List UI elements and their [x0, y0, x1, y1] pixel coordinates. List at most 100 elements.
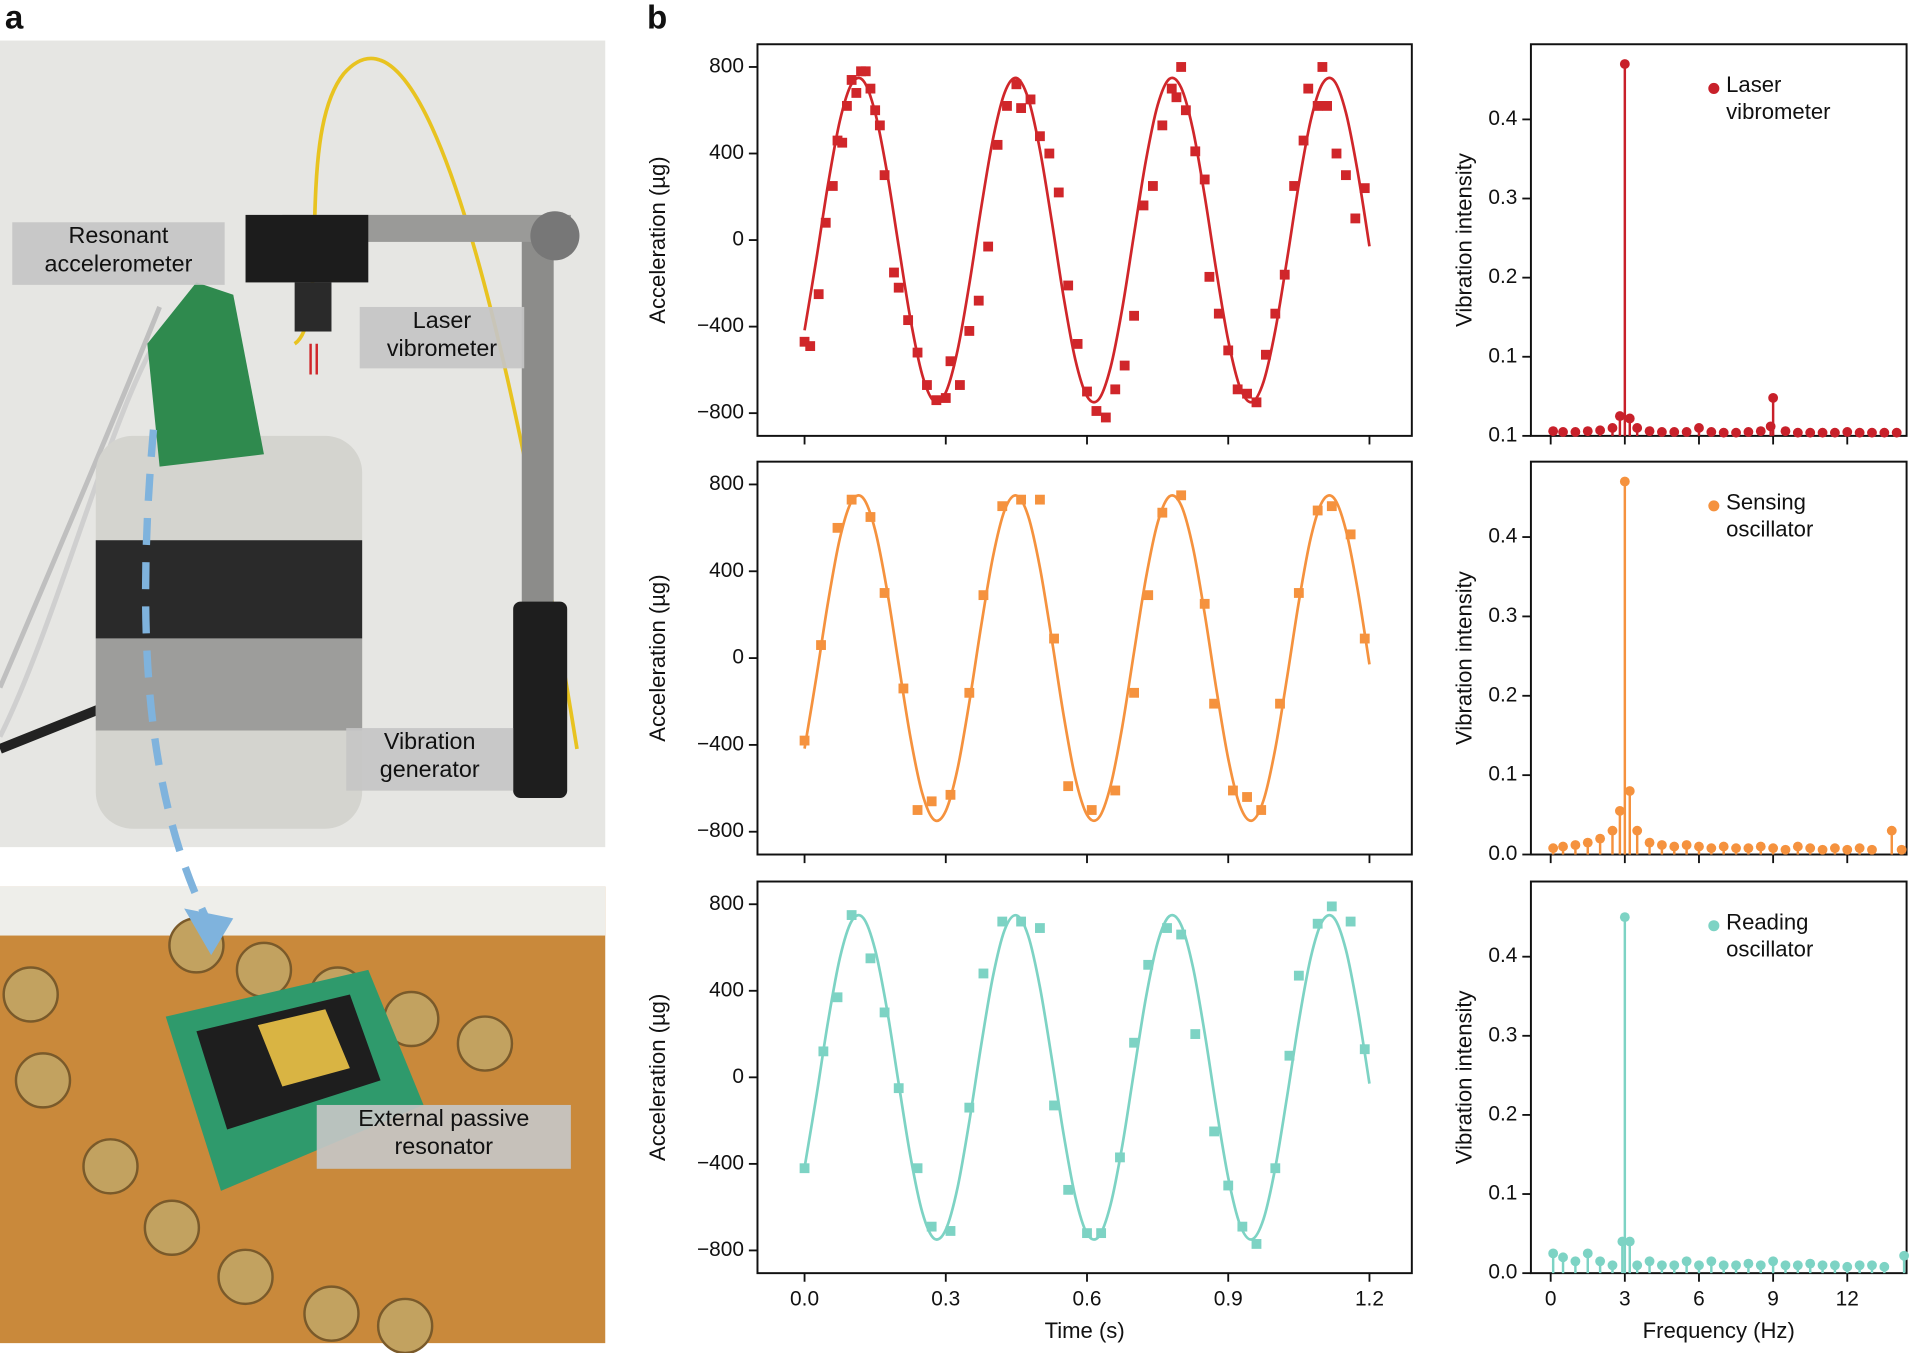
stem-marker — [1842, 427, 1853, 437]
stem-marker — [1632, 423, 1643, 433]
data-point — [846, 75, 857, 85]
data-point — [978, 968, 989, 979]
y-tick-label: 800 — [709, 54, 744, 77]
stem-marker — [1743, 843, 1754, 854]
data-point — [865, 953, 876, 964]
chart: −800 −400 0 400 800 Acceleration (µg) — [645, 460, 1413, 864]
data-point — [1232, 384, 1243, 395]
data-point — [1129, 687, 1139, 698]
stem-marker — [1768, 392, 1779, 403]
data-point — [1312, 918, 1323, 929]
data-point — [1204, 271, 1215, 282]
stem-marker — [1768, 1256, 1779, 1267]
stem-marker — [1867, 1260, 1877, 1271]
x-tick-label: 0.0 — [790, 1288, 819, 1311]
stem-marker — [1607, 423, 1618, 433]
y-tick-label: −800 — [697, 819, 744, 842]
vibration-arrow — [309, 343, 318, 375]
stem-marker — [1854, 1260, 1865, 1271]
stem-marker — [1805, 1258, 1816, 1269]
vibrometer-head — [245, 214, 369, 283]
stem-marker — [1632, 1260, 1643, 1271]
label-box — [12, 222, 225, 285]
stem-marker — [1867, 844, 1877, 855]
y-tick-label: 0.2 — [1488, 683, 1517, 706]
data-point — [912, 1163, 923, 1174]
data-point — [1190, 1029, 1201, 1039]
chip-lid — [257, 1009, 350, 1087]
stem-marker — [1570, 1256, 1581, 1267]
data-point — [1303, 83, 1314, 94]
stand-pole — [521, 227, 554, 621]
y-tick-label: 0.2 — [1488, 265, 1517, 288]
data-point — [1157, 120, 1168, 131]
data-point — [846, 910, 857, 920]
fit-line — [803, 76, 1371, 404]
data-point — [1209, 698, 1220, 709]
stem-marker — [1558, 841, 1568, 852]
stem-marker — [1644, 837, 1655, 848]
stem-marker — [1619, 912, 1630, 923]
data-point — [964, 326, 975, 336]
x-tick-label: 9 — [1767, 1288, 1779, 1311]
stem-marker — [1854, 427, 1865, 438]
stem-marker — [1842, 1261, 1853, 1272]
legend-label: Sensing oscillator — [1726, 489, 1814, 542]
data-point — [1223, 345, 1234, 356]
y-axis-label: Vibration intensity — [1452, 571, 1477, 745]
stem-marker — [1669, 1260, 1680, 1271]
x-tick-label: 0.3 — [931, 1288, 960, 1311]
chart: 0.0 0.1 0.2 0.3 0.4 Vibration intensity Sensin… — [1452, 460, 1908, 865]
data-point — [832, 522, 843, 533]
accelerometer-board — [147, 282, 264, 467]
legend-marker — [1708, 920, 1720, 932]
y-tick-label: 0.3 — [1488, 604, 1517, 627]
stem-marker — [1817, 427, 1828, 438]
stem-marker — [1780, 1260, 1791, 1271]
y-tick-label: 0.1 — [1488, 763, 1517, 786]
data-point — [978, 590, 989, 601]
data-point — [1322, 101, 1333, 111]
connector — [143, 1199, 201, 1256]
data-point — [997, 501, 1008, 512]
data-point — [922, 380, 932, 390]
arrow-head — [184, 908, 234, 956]
data-point — [1228, 785, 1238, 796]
stem-marker — [1792, 1260, 1803, 1271]
data-point — [945, 1226, 956, 1236]
stem-marker — [1656, 1260, 1667, 1271]
legend-label: Laser vibrometer — [1726, 72, 1831, 125]
data-point — [1289, 181, 1300, 191]
data-point — [1326, 501, 1337, 512]
stem-marker — [1558, 1252, 1568, 1263]
y-axis-label: Acceleration (µg) — [645, 574, 670, 741]
chart: 0.1 0.1 0.2 0.3 0.4 Vibration intensity Laser … — [1452, 43, 1908, 446]
stem-marker — [1624, 1236, 1635, 1247]
stem-marker — [1632, 825, 1643, 836]
data-point — [1157, 507, 1168, 518]
data-point — [983, 241, 994, 252]
data-point — [1350, 213, 1361, 224]
y-tick-label: 0.0 — [1488, 842, 1517, 865]
data-point — [820, 217, 831, 228]
data-point — [1035, 923, 1045, 933]
stand-joint — [530, 211, 580, 261]
y-tick-label: −800 — [697, 401, 744, 424]
y-axis-label: Acceleration (µg) — [645, 994, 670, 1161]
x-tick-label: 0.9 — [1214, 1288, 1243, 1311]
stem-marker — [1614, 411, 1625, 422]
stem-marker — [1718, 1260, 1729, 1271]
stem-marker — [1614, 805, 1625, 816]
data-point — [1345, 916, 1356, 927]
stem-marker — [1731, 427, 1741, 438]
data-point — [805, 341, 816, 351]
data-point — [926, 1221, 937, 1232]
data-point — [1063, 280, 1074, 291]
data-point — [1176, 62, 1187, 72]
x-axis-label: Time (s) — [1045, 1318, 1125, 1343]
y-tick-label: −400 — [697, 314, 744, 337]
y-tick-label: 400 — [709, 141, 744, 164]
data-point — [1072, 339, 1083, 349]
data-point — [1166, 83, 1177, 94]
stem-marker — [1681, 840, 1692, 850]
